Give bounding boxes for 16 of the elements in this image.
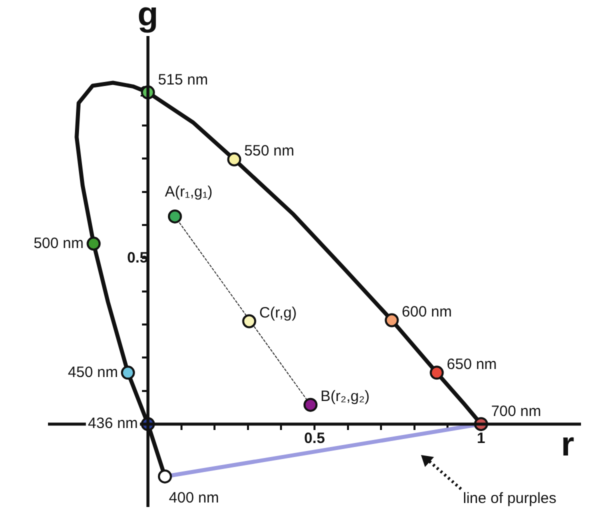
- annotation: line of purples: [463, 490, 556, 508]
- y-axis-title: g: [138, 0, 158, 34]
- annotation: 500 nm: [34, 234, 84, 252]
- annotation: 700 nm: [491, 403, 542, 420]
- annotation: 515 nm: [158, 72, 208, 89]
- x-tick-label: 1: [476, 430, 486, 448]
- annotation: 550 nm: [244, 142, 294, 160]
- annotation: 436 nm: [88, 415, 138, 432]
- annotation: 400 nm: [168, 490, 219, 507]
- annotation: 650 nm: [446, 356, 497, 373]
- annotation: A(r₁,g₁): [164, 184, 213, 201]
- annotation: B(r₂,g₂): [320, 388, 370, 405]
- annotation: 600 nm: [402, 303, 452, 320]
- x-axis-title: r: [561, 425, 574, 464]
- annotation: 450 nm: [68, 364, 118, 381]
- annotation: C(r,g): [259, 304, 297, 322]
